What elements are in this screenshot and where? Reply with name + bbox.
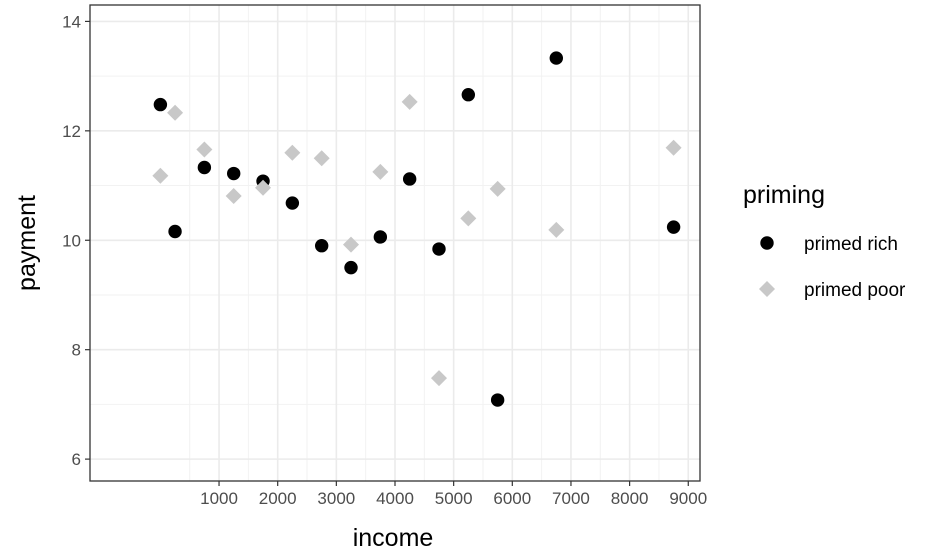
- point-primed-rich: [402, 172, 417, 186]
- y-tick-label: 6: [72, 450, 81, 469]
- point-primed-poor: [343, 236, 360, 253]
- point-primed-poor: [430, 370, 447, 387]
- legend-key-primed-rich: [760, 236, 774, 250]
- point-primed-rich: [490, 393, 505, 407]
- x-tick-label: 8000: [611, 489, 649, 508]
- point-primed-poor: [401, 93, 418, 110]
- point-primed-poor: [225, 187, 242, 204]
- legend-item-primed-rich: primed rich: [760, 234, 898, 255]
- point-primed-rich: [153, 97, 168, 112]
- legend: priming primed rich primed poor: [743, 181, 906, 301]
- legend-label: primed poor: [804, 280, 906, 301]
- point-primed-rich: [285, 196, 300, 210]
- x-tick-label: 6000: [493, 489, 531, 508]
- y-tick-label: 12: [62, 122, 81, 141]
- grid-major: [90, 5, 700, 481]
- point-primed-rich: [549, 51, 563, 65]
- y-tick-label: 14: [62, 12, 81, 31]
- point-primed-poor: [255, 179, 272, 196]
- point-primed-poor: [167, 104, 184, 121]
- point-primed-poor: [489, 180, 506, 197]
- x-tick-label: 5000: [435, 489, 473, 508]
- x-tick-label: 3000: [317, 489, 355, 508]
- point-primed-rich: [432, 242, 446, 256]
- point-primed-rich: [666, 220, 681, 234]
- y-tick-label: 10: [62, 231, 81, 250]
- point-primed-rich: [461, 88, 476, 102]
- x-tick-label: 9000: [669, 489, 707, 508]
- x-tick-label: 4000: [376, 489, 414, 508]
- x-tick-label: 1000: [200, 489, 238, 508]
- point-primed-poor: [152, 167, 169, 184]
- point-primed-rich: [168, 224, 182, 239]
- point-primed-rich: [197, 160, 212, 175]
- point-primed-poor: [460, 210, 477, 227]
- legend-key-primed-poor: [759, 281, 775, 297]
- point-primed-poor: [196, 141, 213, 158]
- point-primed-poor: [313, 150, 330, 167]
- point-primed-poor: [372, 163, 389, 180]
- x-tick-label: 7000: [552, 489, 590, 508]
- x-tick-label: 2000: [259, 489, 297, 508]
- y-axis: 6 8 10 12 14: [62, 12, 90, 469]
- point-primed-rich: [314, 239, 329, 253]
- data-points: [152, 51, 682, 407]
- legend-title: priming: [743, 181, 825, 209]
- x-axis-title: income: [353, 524, 434, 552]
- point-primed-rich: [373, 230, 388, 244]
- x-axis: 1000 2000 3000 4000 5000 6000 7000 8000 9000: [200, 481, 707, 508]
- legend-items: primed rich primed poor: [759, 234, 906, 301]
- point-primed-poor: [284, 144, 301, 161]
- legend-item-primed-poor: primed poor: [759, 280, 906, 301]
- point-primed-poor: [548, 221, 565, 238]
- y-tick-label: 8: [72, 341, 81, 360]
- legend-label: primed rich: [804, 234, 898, 255]
- y-axis-title: payment: [13, 195, 41, 291]
- point-primed-rich: [227, 166, 241, 181]
- point-primed-poor: [665, 139, 682, 156]
- point-primed-rich: [344, 260, 358, 275]
